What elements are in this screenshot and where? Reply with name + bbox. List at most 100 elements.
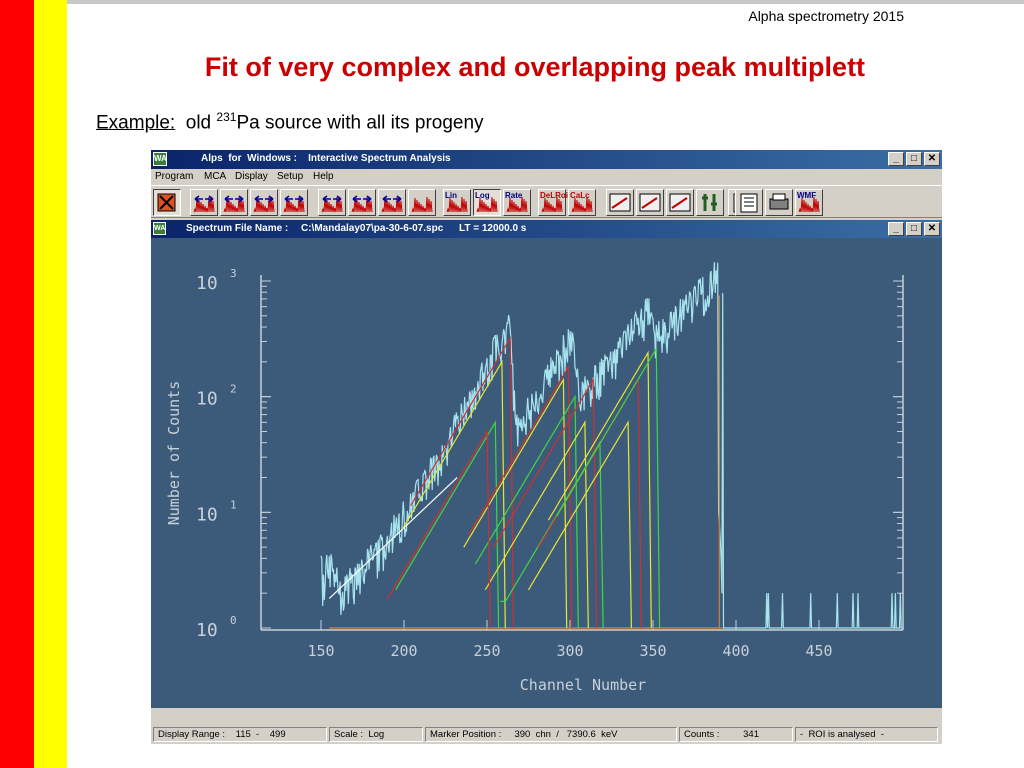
menu-help[interactable]: Help xyxy=(313,171,334,182)
zoom-in-icon[interactable] xyxy=(190,189,218,216)
shift-right-glyph xyxy=(351,195,373,213)
child-close-button[interactable]: ✕ xyxy=(924,222,940,236)
example-line: Example: old 231Pa source with all its p… xyxy=(96,110,484,134)
delete-roi-glyph xyxy=(541,196,563,213)
x-tick-label: 150 xyxy=(307,642,334,660)
fit-component-green xyxy=(556,346,661,629)
report-icon[interactable] xyxy=(735,189,763,216)
fit-component-red xyxy=(468,364,573,629)
x-axis-label: Channel Number xyxy=(520,676,646,694)
fit-component-red xyxy=(386,429,491,629)
lin-scale-glyph xyxy=(446,196,468,213)
calculate-label: CaLc xyxy=(570,191,590,200)
slide-title: Fit of very complex and overlapping peak… xyxy=(204,52,866,82)
rate-label: Rate xyxy=(505,191,523,200)
menu-setup[interactable]: Setup xyxy=(277,171,304,182)
slide-yellow-stripe xyxy=(34,0,67,768)
child-minimize-button[interactable]: _ xyxy=(888,222,904,236)
file-name-label: Spectrum File Name : xyxy=(186,223,289,234)
y-tick-exponent: 3 xyxy=(230,267,237,280)
child-window-controls: _ □ ✕ xyxy=(888,222,940,236)
shift-right-icon[interactable] xyxy=(348,189,376,216)
zoom-out-icon[interactable] xyxy=(220,189,248,216)
delete-roi-icon[interactable]: DeLRoi xyxy=(538,189,568,216)
spectrum-glyph xyxy=(283,195,305,213)
menu-display[interactable]: Display xyxy=(235,171,268,182)
expand-up-icon[interactable] xyxy=(378,189,406,216)
log-scale-icon[interactable]: Log xyxy=(473,189,501,216)
calculate-glyph xyxy=(571,196,593,213)
app-title: Alps for Windows : Interactive Spectrum … xyxy=(201,153,451,164)
fit-component-red xyxy=(537,377,642,629)
y-tick-exponent: 1 xyxy=(230,498,237,511)
y-tick-exponent: 2 xyxy=(230,383,237,396)
spectrum-icon[interactable] xyxy=(280,189,308,216)
expand-up-glyph xyxy=(381,195,403,213)
spectrum-window-icon: WA xyxy=(153,222,166,235)
status-marker: Marker Position : 390 chn / 7390.6 keV xyxy=(425,727,677,742)
file-path: C:\Mandalay07\pa-30-6-07.spc xyxy=(301,223,444,234)
print-glyph xyxy=(769,193,789,210)
x-tick-label: 400 xyxy=(722,642,749,660)
efficiency-calib-icon[interactable] xyxy=(636,189,664,216)
status-bar: Display Range : 115 - 499 Scale : Log Ma… xyxy=(151,726,942,744)
shift-left-icon[interactable] xyxy=(318,189,346,216)
menu-program[interactable]: Program xyxy=(155,171,194,182)
shape-icon[interactable] xyxy=(696,189,724,216)
tail-fit-line xyxy=(328,477,458,599)
status-display-range: Display Range : 115 - 499 xyxy=(153,727,327,742)
spectrum-plot-area[interactable]: 10 3 10 2 10 1 10 0 150 200 250 300 350 400 450 Channel… xyxy=(151,238,942,708)
example-pre: old xyxy=(185,112,212,134)
lin-scale-label: Lin xyxy=(445,191,457,200)
calculate-icon[interactable]: CaLc xyxy=(568,189,596,216)
y-tick-label: 10 xyxy=(196,620,218,641)
x-tick-label: 250 xyxy=(473,642,500,660)
energy-calib-icon[interactable] xyxy=(606,189,634,216)
rate-icon[interactable]: Rate xyxy=(503,189,531,216)
child-maximize-button[interactable]: □ xyxy=(906,222,922,236)
y-tick-label: 10 xyxy=(196,504,218,525)
exit-glyph xyxy=(157,193,176,212)
y-tick-label: 10 xyxy=(196,273,218,294)
find-peak-icon[interactable] xyxy=(250,189,278,216)
wmf-export-icon[interactable]: WMF xyxy=(795,189,823,216)
fit-component-yellow xyxy=(463,377,568,629)
x-tick-label: 450 xyxy=(805,642,832,660)
menu-bar: Program MCA Display Setup Help xyxy=(151,169,942,185)
close-button[interactable]: ✕ xyxy=(924,152,940,166)
log-scale-glyph xyxy=(476,196,498,213)
x-tick-label: 350 xyxy=(639,642,666,660)
shift-left-glyph xyxy=(321,195,343,213)
menu-mca[interactable]: MCA xyxy=(204,171,227,182)
rate-glyph xyxy=(506,196,528,213)
slide-top-rule xyxy=(67,0,1024,4)
y-tick-exponent: 0 xyxy=(230,614,237,627)
report-glyph xyxy=(740,193,758,213)
window-controls: _ □ ✕ xyxy=(888,152,940,166)
wmf-export-label: WMF xyxy=(797,191,817,200)
monitor-icon[interactable] xyxy=(666,189,694,216)
lin-scale-icon[interactable]: Lin xyxy=(443,189,471,216)
example-label: Example: xyxy=(96,112,176,134)
example-sup: 231 xyxy=(216,110,237,124)
spectrum-full-icon[interactable] xyxy=(408,189,436,216)
maximize-button[interactable]: □ xyxy=(906,152,922,166)
print-icon[interactable] xyxy=(765,189,793,216)
fit-component-green xyxy=(474,394,579,629)
delete-roi-label: DeLRoi xyxy=(540,191,568,200)
toolbar: Lin Log Rate DeLRoi CaLc WMF xyxy=(151,185,942,218)
status-gap xyxy=(151,708,942,726)
spectrum-titlebar[interactable]: WA Spectrum File Name : C:\Mandalay07\pa… xyxy=(151,220,942,238)
minimize-button[interactable]: _ xyxy=(888,152,904,166)
status-scale: Scale : Log xyxy=(329,727,423,742)
zoom-out-glyph xyxy=(223,195,245,213)
slide-red-stripe xyxy=(0,0,34,768)
log-scale-label: Log xyxy=(475,191,490,200)
x-tick-label: 200 xyxy=(390,642,417,660)
zoom-in-glyph xyxy=(193,195,215,213)
conference-label: Alpha spectrometry 2015 xyxy=(748,8,904,24)
exit-icon[interactable] xyxy=(153,189,181,216)
app-titlebar[interactable]: WA Alps for Windows : Interactive Spectr… xyxy=(151,150,942,169)
fit-component-yellow xyxy=(484,420,589,629)
